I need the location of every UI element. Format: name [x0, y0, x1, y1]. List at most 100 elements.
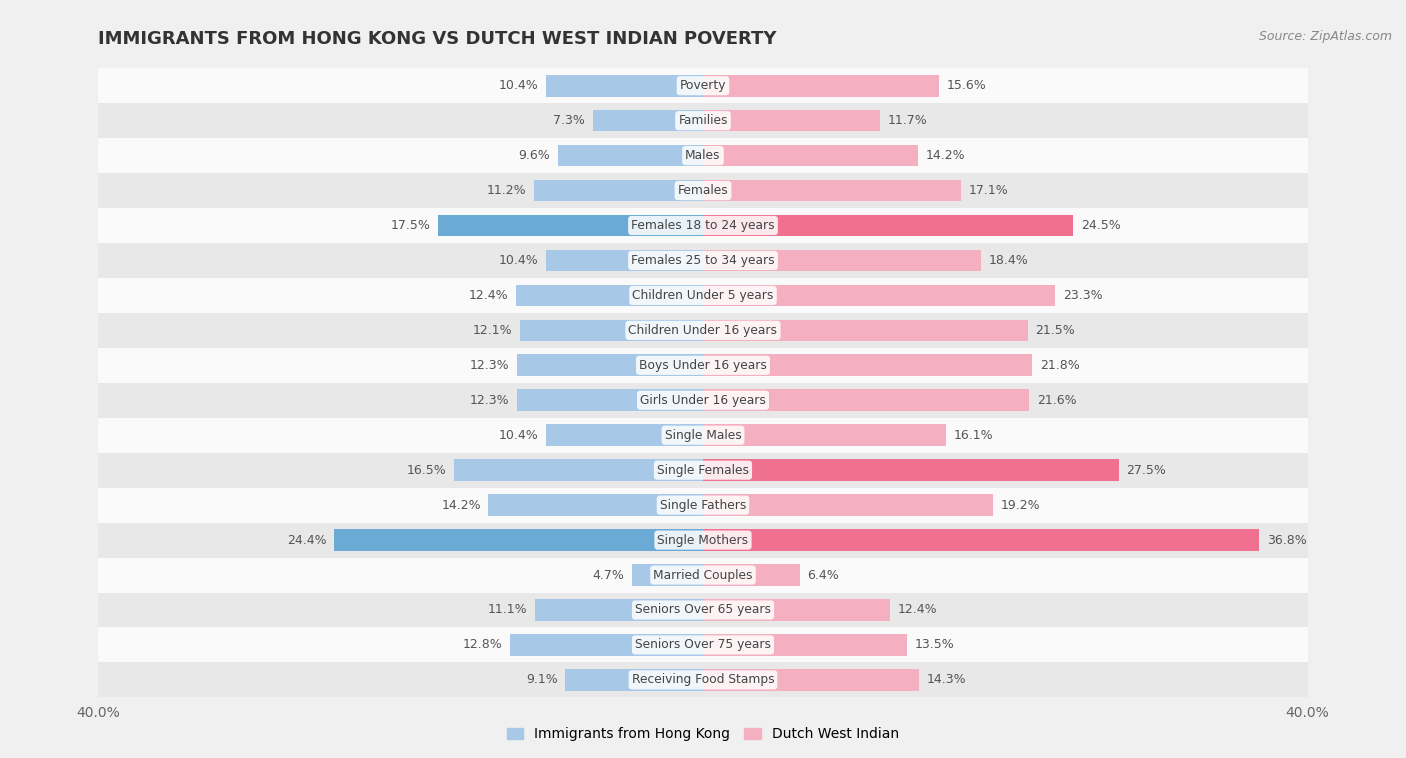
Bar	[703, 669, 920, 691]
Text: Single Females: Single Females	[657, 464, 749, 477]
Text: 10.4%: 10.4%	[499, 79, 538, 92]
Bar	[558, 145, 703, 167]
Text: Married Couples: Married Couples	[654, 568, 752, 581]
Text: 14.2%: 14.2%	[925, 149, 965, 162]
Text: 12.3%: 12.3%	[470, 359, 509, 372]
Text: Children Under 16 years: Children Under 16 years	[628, 324, 778, 337]
Text: 16.1%: 16.1%	[953, 429, 994, 442]
Text: Source: ZipAtlas.com: Source: ZipAtlas.com	[1258, 30, 1392, 43]
Text: 11.7%: 11.7%	[887, 114, 927, 127]
Bar	[703, 459, 1119, 481]
Bar	[703, 215, 1073, 236]
Bar	[517, 390, 703, 411]
Text: Females 25 to 34 years: Females 25 to 34 years	[631, 254, 775, 267]
Text: IMMIGRANTS FROM HONG KONG VS DUTCH WEST INDIAN POVERTY: IMMIGRANTS FROM HONG KONG VS DUTCH WEST …	[98, 30, 778, 49]
Bar	[546, 249, 703, 271]
Text: Poverty: Poverty	[679, 79, 727, 92]
Text: Females: Females	[678, 184, 728, 197]
Text: 24.4%: 24.4%	[287, 534, 326, 547]
Bar	[98, 313, 1308, 348]
Bar	[703, 390, 1029, 411]
Text: Single Males: Single Males	[665, 429, 741, 442]
Bar	[98, 453, 1308, 487]
Bar	[703, 424, 946, 446]
Bar	[98, 103, 1308, 138]
Bar	[631, 564, 703, 586]
Text: 4.7%: 4.7%	[592, 568, 624, 581]
Text: 12.8%: 12.8%	[463, 638, 502, 651]
Text: 9.6%: 9.6%	[519, 149, 550, 162]
Bar	[593, 110, 703, 131]
Text: Seniors Over 65 years: Seniors Over 65 years	[636, 603, 770, 616]
Bar	[703, 75, 939, 96]
Text: 11.1%: 11.1%	[488, 603, 527, 616]
Text: 11.2%: 11.2%	[486, 184, 526, 197]
Text: 14.2%: 14.2%	[441, 499, 481, 512]
Text: Males: Males	[685, 149, 721, 162]
Bar	[98, 68, 1308, 103]
Bar	[703, 529, 1260, 551]
Text: Families: Families	[678, 114, 728, 127]
Bar	[565, 669, 703, 691]
Bar	[703, 110, 880, 131]
Bar	[546, 424, 703, 446]
Bar	[703, 564, 800, 586]
Bar	[98, 522, 1308, 558]
Text: Seniors Over 75 years: Seniors Over 75 years	[636, 638, 770, 651]
Bar	[509, 634, 703, 656]
Text: 17.1%: 17.1%	[969, 184, 1008, 197]
Bar	[536, 599, 703, 621]
Bar	[98, 487, 1308, 522]
Text: Boys Under 16 years: Boys Under 16 years	[640, 359, 766, 372]
Text: 15.6%: 15.6%	[946, 79, 986, 92]
Bar	[98, 383, 1308, 418]
Text: Receiving Food Stamps: Receiving Food Stamps	[631, 673, 775, 687]
Text: 23.3%: 23.3%	[1063, 289, 1102, 302]
Bar	[703, 284, 1054, 306]
Text: Girls Under 16 years: Girls Under 16 years	[640, 393, 766, 407]
Text: Single Fathers: Single Fathers	[659, 499, 747, 512]
Bar	[98, 208, 1308, 243]
Bar	[703, 355, 1032, 376]
Bar	[520, 320, 703, 341]
Bar	[703, 634, 907, 656]
Bar	[703, 320, 1028, 341]
Bar	[98, 348, 1308, 383]
Text: 21.8%: 21.8%	[1040, 359, 1080, 372]
Bar	[98, 243, 1308, 278]
Text: 10.4%: 10.4%	[499, 254, 538, 267]
Text: 9.1%: 9.1%	[526, 673, 558, 687]
Bar	[703, 180, 962, 202]
Bar	[516, 284, 703, 306]
Bar	[454, 459, 703, 481]
Text: 12.1%: 12.1%	[472, 324, 513, 337]
Bar	[439, 215, 703, 236]
Bar	[98, 418, 1308, 453]
Text: 24.5%: 24.5%	[1081, 219, 1121, 232]
Bar	[703, 599, 890, 621]
Bar	[98, 662, 1308, 697]
Text: 12.3%: 12.3%	[470, 393, 509, 407]
Text: Single Mothers: Single Mothers	[658, 534, 748, 547]
Bar	[546, 75, 703, 96]
Bar	[98, 278, 1308, 313]
Text: 16.5%: 16.5%	[406, 464, 446, 477]
Bar	[488, 494, 703, 516]
Bar	[335, 529, 703, 551]
Text: Children Under 5 years: Children Under 5 years	[633, 289, 773, 302]
Text: 7.3%: 7.3%	[553, 114, 585, 127]
Text: 18.4%: 18.4%	[988, 254, 1028, 267]
Text: 14.3%: 14.3%	[927, 673, 966, 687]
Bar	[98, 628, 1308, 662]
Legend: Immigrants from Hong Kong, Dutch West Indian: Immigrants from Hong Kong, Dutch West In…	[501, 722, 905, 747]
Bar	[98, 138, 1308, 173]
Text: 6.4%: 6.4%	[807, 568, 839, 581]
Bar	[703, 145, 918, 167]
Bar	[98, 558, 1308, 593]
Bar	[98, 593, 1308, 628]
Bar	[703, 249, 981, 271]
Text: 12.4%: 12.4%	[468, 289, 508, 302]
Text: 12.4%: 12.4%	[898, 603, 938, 616]
Text: 17.5%: 17.5%	[391, 219, 432, 232]
Text: Females 18 to 24 years: Females 18 to 24 years	[631, 219, 775, 232]
